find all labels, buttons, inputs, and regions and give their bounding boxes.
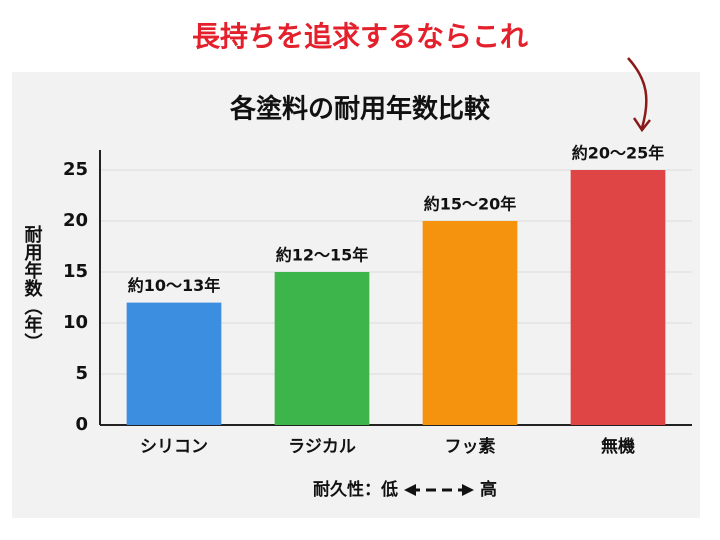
chart-title: 各塗料の耐用年数比較 [229, 94, 491, 125]
bar [126, 302, 222, 425]
y-tick-label: 5 [75, 363, 88, 384]
bar [422, 221, 518, 425]
callout-arrow [627, 57, 648, 129]
x-axis-label: 耐久性：低 [313, 479, 398, 500]
bar-annotation: 約12〜15年 [276, 246, 369, 265]
y-tick-label: 20 [63, 210, 88, 231]
callout-arrowhead [632, 117, 651, 133]
y-tick-label: 25 [63, 159, 88, 180]
x-axis-label: 高 [480, 479, 497, 500]
y-tick-label: 0 [75, 414, 88, 435]
bar [570, 170, 666, 425]
x-tick-label: 無機 [601, 436, 635, 457]
x-tick-label: ラジカル [288, 437, 356, 457]
x-tick-label: シリコン [140, 437, 208, 457]
callout: 長持ちを追求するならこれ [192, 20, 528, 53]
y-axis-label: 耐用年数（年） [22, 224, 43, 351]
y-tick-label: 10 [63, 312, 88, 333]
bar-annotation: 約10〜13年 [128, 276, 221, 295]
y-tick-label: 15 [63, 261, 88, 282]
bar-annotation: 約20〜25年 [572, 144, 665, 163]
x-tick-label: フッ素 [445, 437, 496, 457]
bar-annotation: 約15〜20年 [424, 195, 517, 214]
bar [274, 272, 370, 425]
